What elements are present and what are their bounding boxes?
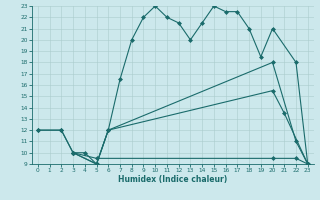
X-axis label: Humidex (Indice chaleur): Humidex (Indice chaleur) — [118, 175, 228, 184]
